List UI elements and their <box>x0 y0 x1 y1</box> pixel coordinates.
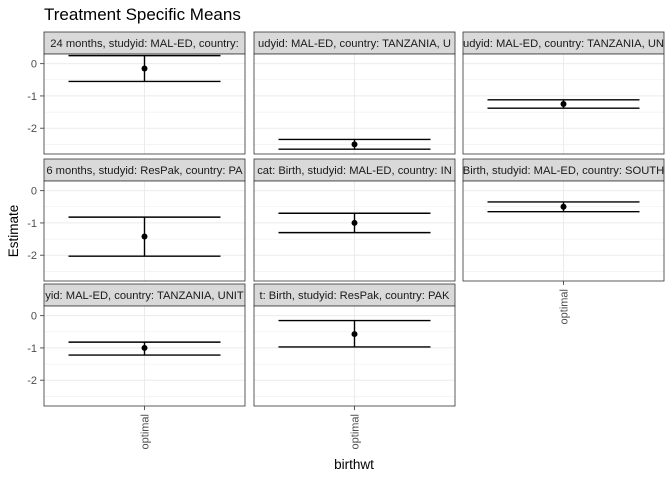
y-axis-title: Estimate <box>6 205 21 258</box>
x-axis-title: birthwt <box>334 457 374 472</box>
facet-strip-label: cat: Birth, studyid: MAL-ED, country: IN <box>257 165 452 177</box>
facet-strip-label: t: Birth, studyid: ResPak, country: PAK <box>259 290 450 302</box>
point-estimate <box>141 233 148 240</box>
facet-strip-label: udyid: MAL-ED, country: TANZANIA, U <box>258 38 451 50</box>
panel-border <box>253 180 456 282</box>
y-tick-label: -1 <box>27 343 37 355</box>
point-estimate <box>560 203 567 210</box>
facet-strip-label: Birth, studyid: MAL-ED, country: SOUTH <box>463 165 664 177</box>
y-tick-label: -2 <box>27 250 37 262</box>
facet-strip-label: 6 months, studyid: ResPak, country: PA <box>46 165 243 177</box>
chart-title: Treatment Specific Means <box>44 5 241 24</box>
point-estimate <box>351 219 358 226</box>
facet-panel: 24 months, studyid: MAL-ED, country: 0 -1 -… <box>27 31 246 155</box>
facet-panel: t: Birth, studyid: ResPak, country: PAK o… <box>253 283 456 449</box>
facet-panels: 24 months, studyid: MAL-ED, country: 0 -1 -… <box>27 31 665 449</box>
x-tick-label: optimal <box>559 289 571 324</box>
y-tick-label: 0 <box>31 311 37 323</box>
x-tick-label: optimal <box>140 414 152 449</box>
facet-panel: Birth, studyid: MAL-ED, country: SOUTH op… <box>462 158 665 324</box>
panel-border <box>462 53 665 155</box>
point-estimate <box>141 65 148 72</box>
y-tick-label: -1 <box>27 91 37 103</box>
facet-panel: udyid: MAL-ED, country: TANZANIA, U <box>253 31 456 155</box>
y-tick-label: -2 <box>27 375 37 387</box>
point-estimate <box>351 331 358 338</box>
facet-strip-label: yid: MAL-ED, country: TANZANIA, UNIT <box>45 290 244 302</box>
facet-panel: 6 months, studyid: ResPak, country: PA 0 -… <box>27 158 246 282</box>
point-estimate <box>351 141 358 148</box>
facet-panel: udyid: MAL-ED, country: TANZANIA, UN <box>462 31 665 155</box>
y-tick-label: 0 <box>31 186 37 198</box>
y-tick-label: -1 <box>27 218 37 230</box>
y-tick-label: 0 <box>31 59 37 71</box>
facet-strip-label: 24 months, studyid: MAL-ED, country: <box>50 38 238 50</box>
x-tick-label: optimal <box>350 414 362 449</box>
panel-border <box>43 53 246 155</box>
facet-panel: cat: Birth, studyid: MAL-ED, country: IN <box>253 158 456 282</box>
point-estimate <box>560 101 567 107</box>
facet-panel: yid: MAL-ED, country: TANZANIA, UNIT 0 -1 -… <box>27 283 246 449</box>
facet-strip-label: udyid: MAL-ED, country: TANZANIA, UN <box>463 38 664 50</box>
y-tick-label: -2 <box>27 123 37 135</box>
point-estimate <box>141 344 148 351</box>
panel-border <box>253 53 456 155</box>
panel-border <box>43 180 246 282</box>
